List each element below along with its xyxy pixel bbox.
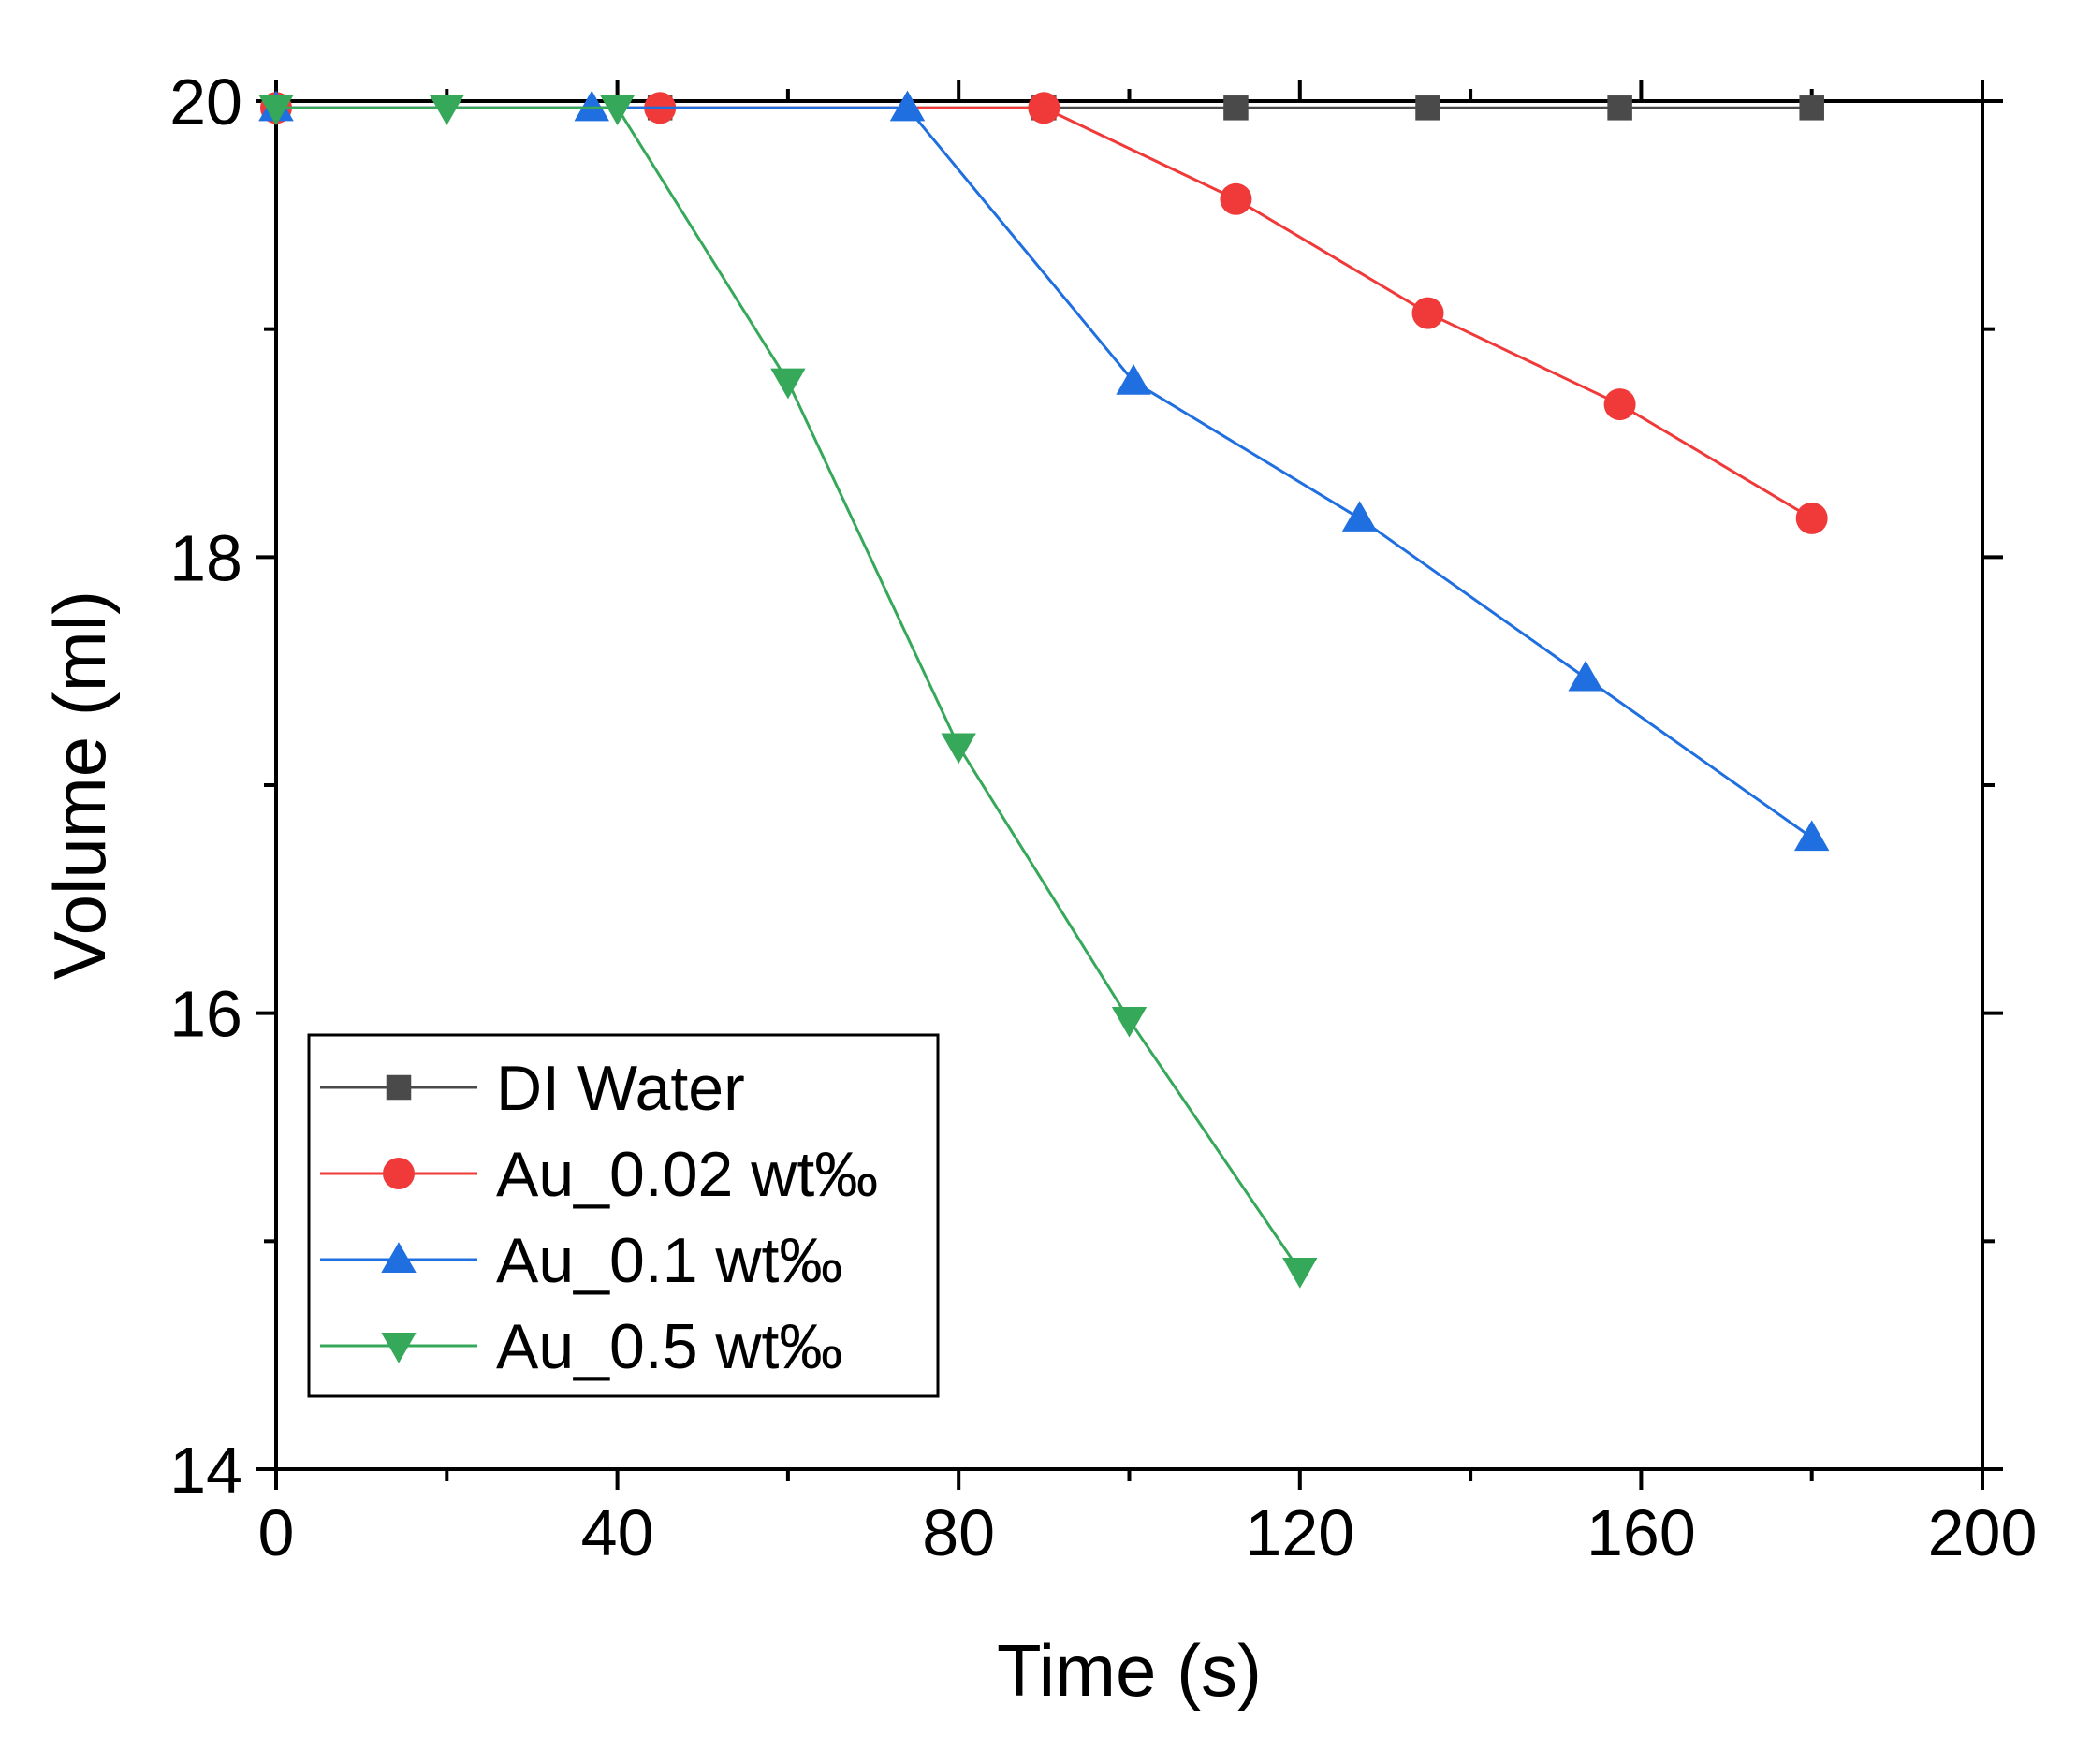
series-3 (258, 95, 1318, 1289)
legend-label: Au_0.02 wt‰ (496, 1139, 878, 1210)
x-tick-label: 160 (1586, 1496, 1696, 1569)
legend-item: Au_0.1 wt‰ (320, 1225, 842, 1296)
x-tick-label: 200 (1928, 1496, 2038, 1569)
data-point (429, 95, 464, 126)
data-point (1411, 297, 1444, 329)
y-tick-label: 18 (169, 521, 242, 594)
data-point (889, 90, 926, 122)
data-point (941, 733, 976, 765)
data-point (770, 368, 806, 400)
legend-marker (386, 1074, 412, 1101)
x-tick-label: 0 (258, 1496, 295, 1569)
data-series (258, 90, 1830, 1289)
y-axis-title: Volume (ml) (38, 590, 121, 980)
data-point (1603, 388, 1636, 421)
legend-marker (381, 1332, 417, 1363)
y-tick-label: 16 (169, 978, 242, 1051)
data-point (1028, 92, 1060, 124)
legend-item: Au_0.5 wt‰ (320, 1311, 842, 1382)
x-tick-label: 80 (922, 1496, 995, 1569)
y-tick-label: 14 (169, 1434, 242, 1507)
legend-marker (381, 1242, 417, 1274)
x-axis-title: Time (s) (997, 1629, 1262, 1712)
data-point (1415, 95, 1440, 121)
data-point (574, 90, 609, 122)
legend-label: Au_0.5 wt‰ (496, 1311, 842, 1382)
legend-label: DI Water (496, 1053, 745, 1124)
data-point (1795, 502, 1828, 534)
data-point (1568, 660, 1603, 692)
x-tick-label: 120 (1245, 1496, 1354, 1569)
data-point (1220, 182, 1252, 215)
data-point (258, 95, 294, 126)
legend-items: DI Water Au_0.02 wt‰ Au_0.1 wt‰ Au_0.5 wt‰ (320, 1053, 878, 1382)
data-point (1607, 95, 1632, 121)
legend-item: DI Water (320, 1053, 745, 1124)
data-point (1341, 501, 1378, 532)
legend-item: Au_0.02 wt‰ (320, 1139, 878, 1210)
legend: DI Water Au_0.02 wt‰ Au_0.1 wt‰ Au_0.5 wt‰ (307, 1033, 940, 1398)
data-point (1282, 1257, 1318, 1289)
data-point (1794, 820, 1830, 852)
data-point (1116, 364, 1151, 395)
y-tick-label: 20 (169, 66, 242, 138)
axis-ticks: 0 40 80 120 160 200 14 16 18 20 (169, 66, 2037, 1569)
data-point (1223, 95, 1249, 121)
legend-label: Au_0.1 wt‰ (496, 1225, 842, 1296)
x-tick-label: 40 (581, 1496, 654, 1569)
data-point (1799, 95, 1824, 121)
data-point (1111, 1006, 1148, 1038)
legend-marker (383, 1158, 415, 1189)
data-point (599, 95, 636, 126)
